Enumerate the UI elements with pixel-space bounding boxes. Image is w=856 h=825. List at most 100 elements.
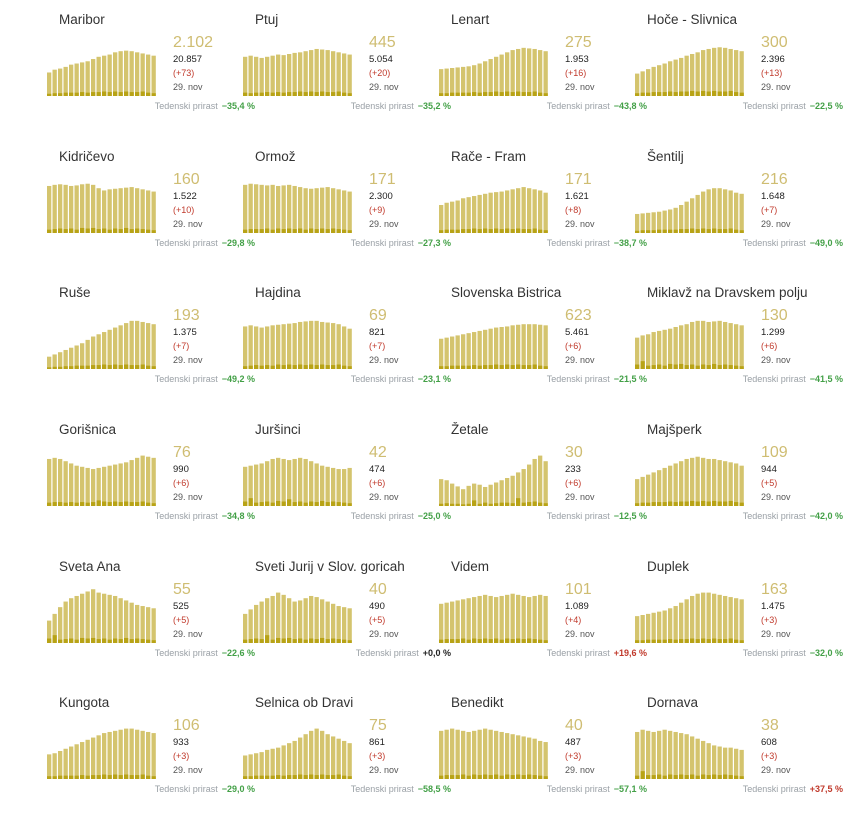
active-bar [510, 734, 515, 779]
active-bar [527, 597, 532, 643]
new-cases-bar [712, 90, 717, 96]
date-label: 29. nov [369, 219, 399, 229]
weekly-growth-label: Tedenski prirast [154, 374, 218, 384]
new-cases-bar [543, 503, 548, 506]
municipality-name: Selnica ob Dravi [255, 695, 354, 710]
active-bar [477, 595, 482, 643]
municipality-card: Lenart 275 1.953 (+16) 29. nov Tedenski prira… [439, 12, 647, 142]
active-bar [439, 603, 444, 643]
new-cases-bar [706, 229, 711, 233]
active-bar [477, 484, 482, 506]
daily-delta: (+3) [565, 751, 582, 761]
active-bar [494, 730, 499, 779]
active-bar [85, 739, 90, 779]
date-label: 29. nov [369, 765, 399, 775]
new-cases-bar [129, 502, 134, 506]
municipality-card: Miklavž na Dravskem polju 130 1.299 (+6) 29.… [635, 285, 843, 415]
new-cases-bar [532, 228, 537, 233]
new-cases-bar [739, 502, 744, 506]
total-cases-value: 821 [369, 327, 385, 338]
active-bar [91, 336, 96, 369]
new-cases-bar [281, 229, 286, 233]
sparkline-chart [439, 728, 548, 779]
active-bar [646, 69, 651, 96]
municipality-name: Ptuj [255, 12, 279, 27]
active-bar [118, 325, 123, 369]
active-cases-value: 216 [761, 171, 788, 188]
active-bar [706, 321, 711, 369]
active-cases-value: 623 [565, 307, 592, 324]
active-bar [657, 730, 662, 779]
active-bar [483, 193, 488, 233]
active-bar [701, 740, 706, 779]
active-bar [483, 594, 488, 643]
active-bar [657, 611, 662, 643]
active-bar [347, 743, 352, 779]
active-bar [455, 335, 460, 369]
new-cases-bar [243, 366, 248, 369]
new-cases-bar [723, 501, 728, 506]
weekly-growth: Tedenski prirast −32,0 % [647, 648, 843, 658]
active-bar [494, 597, 499, 643]
weekly-growth: Tedenski prirast −25,0 % [255, 511, 451, 521]
active-bar [298, 600, 303, 643]
new-cases-bar [248, 639, 253, 643]
new-cases-bar [739, 92, 744, 96]
new-cases-bar [107, 502, 112, 506]
new-cases-bar [640, 771, 645, 779]
new-cases-bar [74, 92, 79, 96]
new-cases-bar [58, 228, 63, 233]
new-cases-bar [248, 365, 253, 369]
new-cases-bar [662, 775, 667, 779]
active-bar [635, 337, 640, 369]
active-bar [499, 191, 504, 233]
active-bar [521, 187, 526, 233]
new-cases-bar [488, 503, 493, 506]
active-bar [347, 608, 352, 643]
active-bar [461, 66, 466, 96]
active-bar [662, 63, 667, 96]
active-bar [483, 728, 488, 779]
new-cases-bar [276, 364, 281, 369]
active-bar [281, 55, 286, 96]
active-bar [635, 479, 640, 506]
new-cases-bar [292, 229, 297, 233]
active-bar [450, 201, 455, 233]
new-cases-bar [96, 92, 101, 96]
new-cases-bar [728, 365, 733, 369]
new-cases-bar [679, 91, 684, 96]
new-cases-bar [303, 502, 308, 506]
active-bar [717, 320, 722, 369]
active-bar [265, 461, 270, 506]
active-bar [287, 743, 292, 779]
daily-delta: (+8) [565, 205, 582, 215]
new-cases-bar [140, 364, 145, 369]
active-bar [695, 320, 700, 369]
new-cases-bar [265, 365, 270, 369]
active-bar [52, 184, 57, 233]
new-cases-bar [651, 92, 656, 96]
total-cases-value: 608 [761, 737, 777, 748]
new-cases-bar [521, 775, 526, 779]
active-bar [532, 48, 537, 96]
active-bar [243, 326, 248, 369]
new-cases-bar [298, 638, 303, 643]
active-bar [679, 325, 684, 369]
new-cases-bar [635, 364, 640, 369]
active-bar [146, 731, 151, 779]
active-bar [538, 324, 543, 369]
active-bar [444, 337, 449, 369]
municipality-card: Šentilj 216 1.648 (+7) 29. nov Tedenski prira… [635, 149, 843, 279]
daily-delta: (+5) [369, 615, 386, 625]
active-bar [270, 55, 275, 96]
new-cases-bar [124, 637, 129, 643]
municipality-name: Juršinci [255, 422, 301, 437]
sparkline-chart [635, 188, 744, 233]
weekly-growth-value: −22,5 % [809, 101, 843, 111]
new-cases-bar [270, 775, 275, 779]
active-bar [538, 50, 543, 96]
active-bar [314, 188, 319, 233]
new-cases-bar [63, 639, 68, 643]
new-cases-bar [96, 365, 101, 369]
new-cases-bar [80, 775, 85, 779]
